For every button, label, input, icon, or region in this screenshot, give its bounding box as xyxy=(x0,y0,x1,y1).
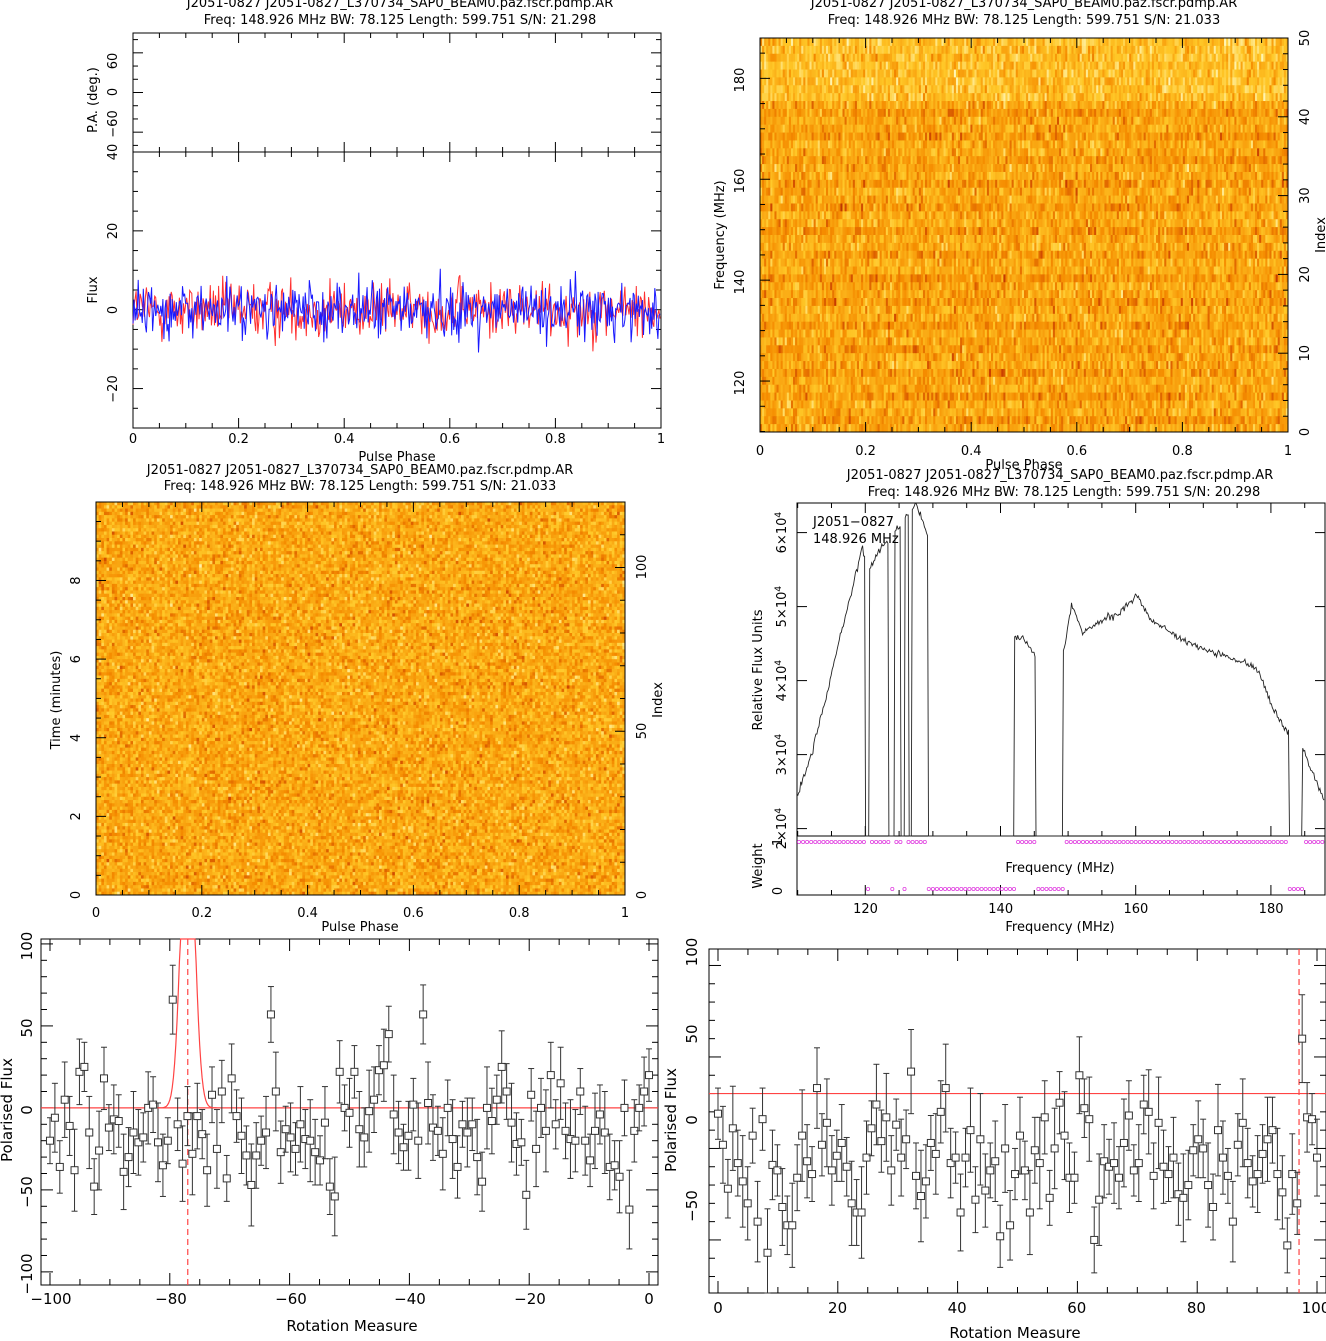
profile-frame xyxy=(133,152,661,428)
pa-ytick-label: −60 xyxy=(106,110,121,137)
pa-ytick-label: 0 xyxy=(106,88,121,96)
pa-ytick-label: 60 xyxy=(106,53,121,70)
pa-frame xyxy=(133,33,661,152)
profile-xtick-label: 0.8 xyxy=(545,432,566,447)
figure-canvas: J2051-0827 J2051-0827_L370734_SAP0_BEAM0… xyxy=(0,0,1326,1341)
profile-xtick-label: 1 xyxy=(657,432,665,447)
profile-ticks xyxy=(133,33,661,428)
profile-xtick-label: 0.2 xyxy=(228,432,249,447)
profile-xtick-label: 0 xyxy=(129,432,137,447)
freq-phase-panel: J2051-0827 J2051-0827_L370734_SAP0_BEAM0… xyxy=(713,0,1326,473)
pa-axis-label: P.A. (deg.) xyxy=(86,67,101,133)
profile-ytick-label: 20 xyxy=(106,223,121,240)
profile-ytick-label: 0 xyxy=(106,306,121,314)
profile-series xyxy=(133,269,660,353)
profile-title: J2051-0827 J2051-0827_L370734_SAP0_BEAM0… xyxy=(186,0,613,11)
profile-xtick-label: 0.4 xyxy=(334,432,355,447)
profile-y-axis-label: Flux xyxy=(86,276,101,303)
profile-ytick-label: −20 xyxy=(106,375,121,402)
freq-phase-heatmap xyxy=(760,38,1288,432)
profile-panel: J2051-0827 J2051-0827_L370734_SAP0_BEAM0… xyxy=(86,0,665,465)
profile-subtitle: Freq: 148.926 MHz BW: 78.125 Length: 599… xyxy=(204,13,596,28)
freq-phase-subtitle: Freq: 148.926 MHz BW: 78.125 Length: 599… xyxy=(828,13,1220,28)
freq-phase-title: J2051-0827 J2051-0827_L370734_SAP0_BEAM0… xyxy=(810,0,1237,11)
profile-xtick-label: 0.6 xyxy=(439,432,460,447)
profile-ytick-label: 40 xyxy=(106,144,121,161)
